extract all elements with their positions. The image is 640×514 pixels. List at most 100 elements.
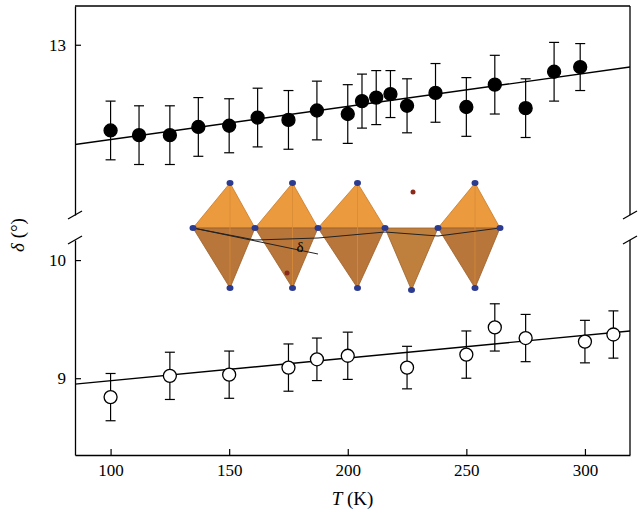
atom: [354, 285, 361, 291]
tick: 100: [98, 449, 124, 480]
tetrahedron-edge: [357, 183, 358, 288]
tetrahedron-face: [255, 183, 318, 228]
point: [578, 335, 591, 348]
y-axis-line: [75, 7, 76, 216]
tick-mark: [585, 449, 586, 455]
tetrahedron-face: [193, 183, 255, 228]
atom: [497, 225, 504, 231]
point: [370, 91, 383, 104]
tick: 250: [454, 449, 480, 480]
edge-line: [193, 228, 500, 240]
error-bar-cap: [134, 105, 144, 106]
tick: 300: [573, 449, 599, 480]
tick-label: 200: [336, 461, 362, 480]
error-bar-cap: [283, 343, 293, 344]
angle-line: [193, 228, 318, 254]
frame-right: [629, 240, 630, 455]
error-bar-cap: [106, 101, 116, 102]
error-bar-cap: [549, 42, 559, 43]
atom: [252, 225, 259, 231]
error-bar-cap: [490, 55, 500, 56]
y-axis: 910: [49, 241, 81, 456]
error-bar-cap: [385, 70, 395, 71]
fit-line: [75, 331, 630, 384]
error-bar-cap: [312, 337, 322, 338]
atom: [289, 180, 296, 186]
error-bar-cap: [312, 380, 322, 381]
error-bar-cap: [402, 388, 412, 389]
atom: [408, 287, 415, 293]
atom: [472, 180, 479, 186]
tick-mark: [75, 45, 81, 46]
point: [310, 104, 323, 117]
point: [460, 100, 473, 113]
point: [460, 348, 473, 361]
point: [401, 361, 414, 374]
error-bar-cap: [283, 90, 293, 91]
tick-mark: [75, 378, 81, 379]
error-bar-cap: [165, 352, 175, 353]
atom: [227, 180, 234, 186]
point: [282, 361, 295, 374]
error-bar-cap: [521, 361, 531, 362]
error-bar-cap: [461, 77, 471, 78]
error-bar-cap: [165, 399, 175, 400]
error-bar-cap: [608, 358, 618, 359]
point: [251, 111, 264, 124]
error-bar-cap: [371, 124, 381, 125]
y-axis-line: [75, 241, 76, 456]
point: [282, 113, 295, 126]
error-bar-cap: [575, 43, 585, 44]
error-bar-cap: [402, 132, 412, 133]
point: [223, 368, 236, 381]
point: [548, 65, 561, 78]
error-bar-cap: [343, 332, 353, 333]
series: [75, 304, 630, 421]
point: [192, 120, 205, 133]
error-bar-cap: [343, 84, 353, 85]
atom: [435, 225, 442, 231]
atom: [190, 225, 197, 231]
tick-label: 13: [49, 36, 66, 55]
fit-line: [75, 67, 630, 144]
error-bar-cap: [461, 378, 471, 379]
tick: 9: [58, 369, 82, 388]
error-bar-cap: [521, 78, 531, 79]
annotation: δ: [296, 239, 303, 255]
x-axis-line: [76, 455, 631, 456]
error-bar-cap: [165, 105, 175, 106]
error-bar-cap: [165, 164, 175, 165]
tick-mark: [75, 260, 81, 261]
y-axis: 13: [49, 7, 81, 216]
error-bar-cap: [283, 149, 293, 150]
error-bar-cap: [357, 128, 367, 129]
error-bar-cap: [371, 70, 381, 71]
tetrahedron-face: [438, 228, 500, 288]
atom: [227, 285, 234, 291]
error-bar-cap: [224, 398, 234, 399]
error-bar-cap: [385, 117, 395, 118]
error-bar-cap: [106, 159, 116, 160]
atom: [382, 225, 389, 231]
inset-structure: [190, 180, 504, 293]
error-bar-cap: [106, 373, 116, 374]
tetrahedron-face: [193, 228, 255, 288]
frame-right: [629, 6, 630, 215]
atom: [472, 285, 479, 291]
error-bar-cap: [224, 350, 234, 351]
error-bar-cap: [283, 391, 293, 392]
error-bar-cap: [580, 320, 590, 321]
atom: [289, 285, 296, 291]
tick-mark: [466, 449, 467, 455]
error-bar-cap: [193, 156, 203, 157]
point: [133, 129, 146, 142]
tetrahedron-face: [255, 228, 318, 288]
x-axis-title: T (K): [332, 488, 374, 510]
point: [488, 78, 501, 91]
error-bar-cap: [490, 350, 500, 351]
tetrahedron-edge: [475, 183, 476, 288]
point: [163, 369, 176, 382]
point: [163, 129, 176, 142]
axis-break: [623, 211, 637, 219]
tetrahedron-face: [385, 228, 438, 290]
